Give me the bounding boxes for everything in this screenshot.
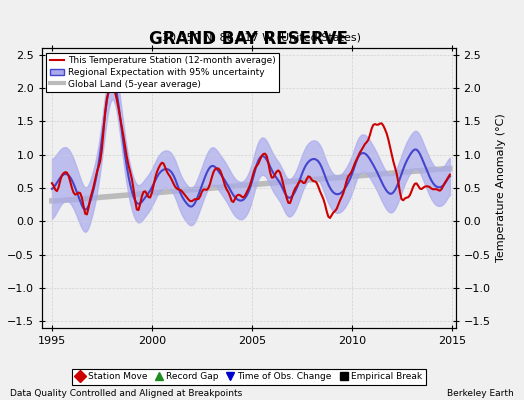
Y-axis label: Temperature Anomaly (°C): Temperature Anomaly (°C) (496, 114, 506, 262)
Text: 30.350 N, 88.417 W (United States): 30.350 N, 88.417 W (United States) (162, 32, 362, 42)
Text: Data Quality Controlled and Aligned at Breakpoints: Data Quality Controlled and Aligned at B… (10, 389, 243, 398)
Title: GRAND BAY RESERVE: GRAND BAY RESERVE (149, 30, 348, 48)
Text: Berkeley Earth: Berkeley Earth (447, 389, 514, 398)
Legend: Station Move, Record Gap, Time of Obs. Change, Empirical Break: Station Move, Record Gap, Time of Obs. C… (72, 369, 425, 385)
